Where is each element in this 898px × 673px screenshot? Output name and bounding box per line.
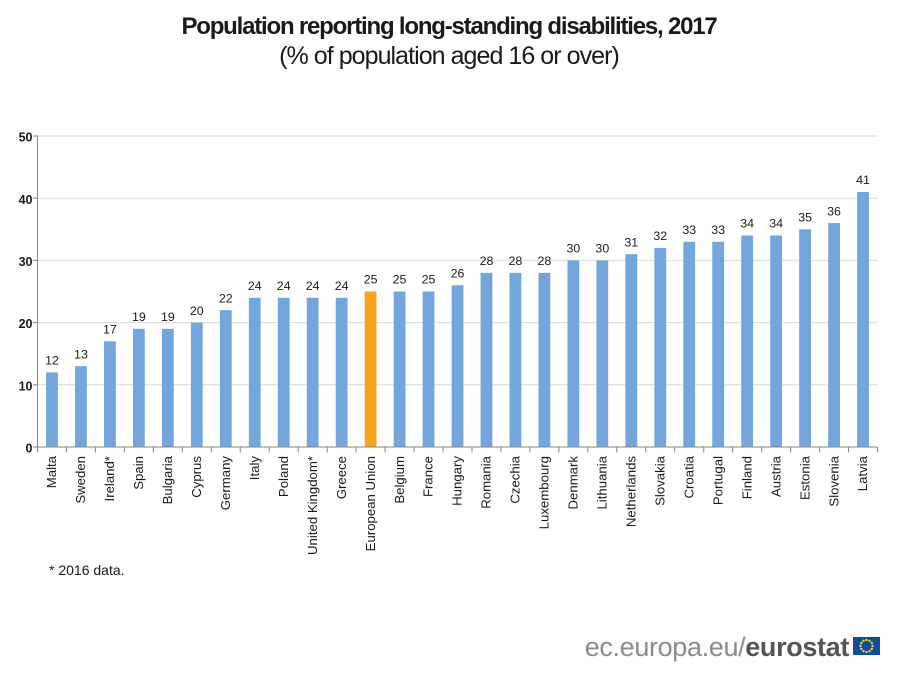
svg-text:Spain: Spain [131,456,146,490]
svg-text:Netherlands: Netherlands [623,456,638,528]
svg-text:0: 0 [26,442,33,456]
svg-text:Latvia: Latvia [855,455,870,491]
svg-text:36: 36 [827,204,841,218]
svg-text:24: 24 [306,279,320,293]
svg-text:26: 26 [451,266,465,280]
svg-text:Portugal: Portugal [710,456,725,505]
svg-text:30: 30 [566,242,580,256]
svg-text:Slovenia: Slovenia [826,455,841,506]
svg-text:28: 28 [480,254,494,268]
svg-text:19: 19 [132,310,146,324]
svg-text:33: 33 [682,223,696,237]
svg-text:24: 24 [277,279,291,293]
svg-text:Hungary: Hungary [450,456,465,506]
svg-text:25: 25 [422,273,436,287]
svg-text:France: France [421,456,436,497]
svg-text:European Union: European Union [363,456,378,551]
svg-text:32: 32 [653,229,667,243]
svg-text:Germany: Germany [218,456,233,511]
svg-text:Malta: Malta [44,455,59,488]
svg-text:Luxembourg: Luxembourg [537,456,552,529]
svg-text:24: 24 [248,279,262,293]
svg-text:Italy: Italy [247,456,262,481]
svg-text:25: 25 [393,273,407,287]
svg-text:Finland: Finland [739,456,754,499]
svg-text:Poland: Poland [276,456,291,497]
svg-text:Ireland*: Ireland* [102,456,117,501]
svg-text:28: 28 [538,254,552,268]
svg-text:50: 50 [19,131,33,145]
svg-text:31: 31 [624,235,638,249]
svg-text:Bulgaria: Bulgaria [160,455,175,504]
svg-text:Lithuania: Lithuania [595,455,610,509]
svg-text:40: 40 [19,193,33,207]
svg-text:24: 24 [335,279,349,293]
svg-text:35: 35 [798,211,812,225]
svg-text:Belgium: Belgium [392,456,407,504]
svg-text:28: 28 [509,254,523,268]
svg-text:20: 20 [190,304,204,318]
svg-text:13: 13 [74,347,88,361]
svg-text:Cyprus: Cyprus [189,456,204,498]
svg-text:34: 34 [769,217,783,231]
svg-text:Estonia: Estonia [797,455,812,500]
svg-text:10: 10 [19,379,33,393]
svg-text:30: 30 [19,255,33,269]
svg-text:17: 17 [103,322,117,336]
svg-text:25: 25 [364,273,378,287]
svg-text:22: 22 [219,291,233,305]
svg-text:Croatia: Croatia [681,455,696,498]
svg-text:Slovakia: Slovakia [652,455,667,506]
svg-text:Denmark: Denmark [566,456,581,510]
svg-text:30: 30 [595,242,609,256]
svg-text:12: 12 [45,354,59,368]
svg-text:33: 33 [711,223,725,237]
svg-text:41: 41 [856,173,870,187]
svg-text:United Kingdom*: United Kingdom* [305,456,320,555]
svg-text:19: 19 [161,310,175,324]
svg-text:34: 34 [740,217,754,231]
svg-text:Sweden: Sweden [73,456,88,504]
svg-text:Austria: Austria [768,455,783,497]
svg-text:Greece: Greece [334,456,349,499]
svg-text:Czechia: Czechia [508,455,523,503]
svg-text:Romania: Romania [479,455,494,508]
svg-text:20: 20 [19,317,33,331]
